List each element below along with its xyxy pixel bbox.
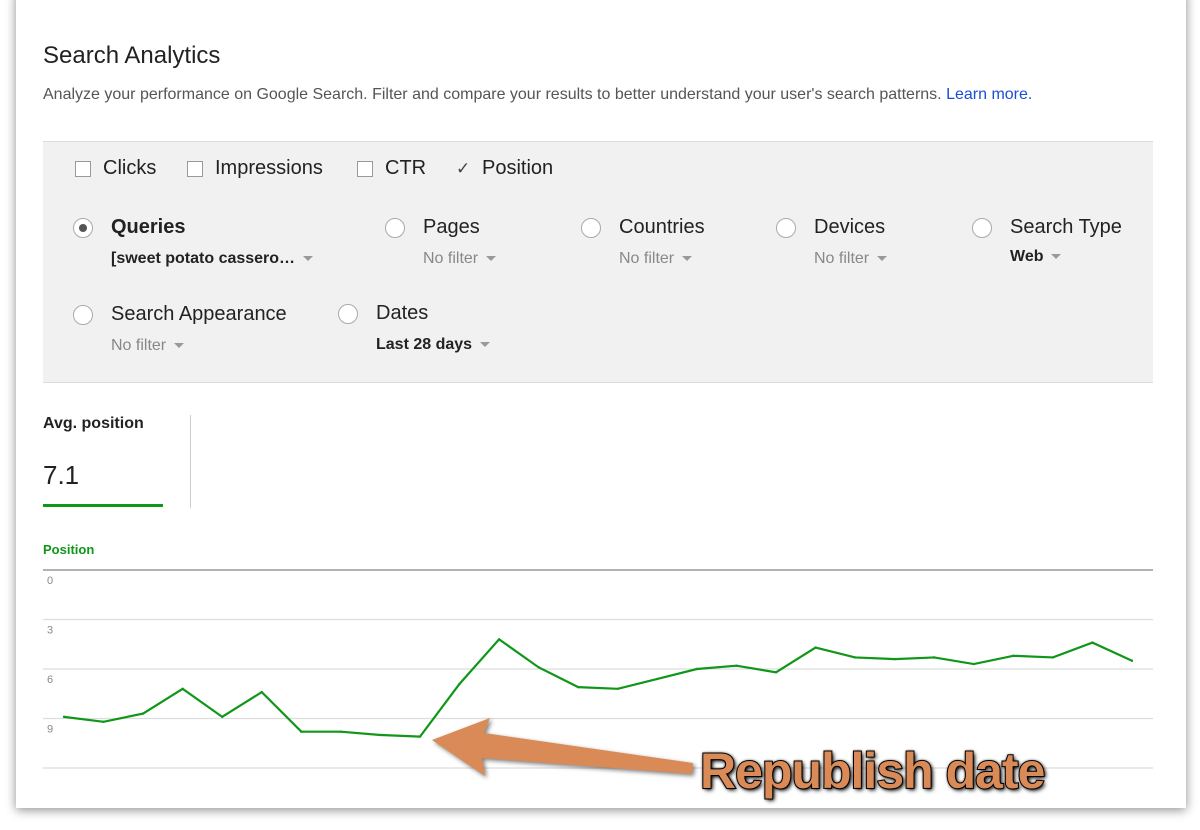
countries-dropdown[interactable]: No filter [619,250,693,268]
data-point [181,687,184,690]
data-point [735,664,738,667]
dates-value: Last 28 days [376,336,473,353]
caret-down-icon [480,342,491,348]
position-series-line [63,637,1133,738]
avg-position-label: Avg. position [43,415,144,432]
radio-icon[interactable] [338,304,358,324]
data-point [1130,659,1134,662]
search-type-value: Web [1010,248,1044,265]
countries-value: No filter [619,250,675,267]
data-point [221,715,224,719]
y-tick-label: 9 [47,724,53,736]
learn-more-link[interactable]: Learn more. [946,86,1033,103]
annotation-label: Republish date [699,742,1046,800]
radio-icon[interactable] [581,218,601,238]
caret-down-icon [877,256,888,262]
data-point [933,656,936,659]
dates-dropdown[interactable]: Last 28 days [376,336,491,354]
caret-down-icon [303,256,314,262]
data-point [577,685,580,689]
radio-icon[interactable] [385,218,405,238]
radio-icon[interactable] [73,218,93,238]
ctr-checkbox[interactable]: CTR [357,157,426,180]
caret-down-icon [486,256,497,262]
data-point [656,677,659,681]
avg-position-value: 7.1 [43,460,80,490]
devices-value: No filter [814,250,870,267]
data-point [300,730,303,733]
data-point [893,657,896,661]
pages-label: Pages [423,216,480,238]
search-appearance-dropdown[interactable]: No filter [111,337,185,355]
page-title: Search Analytics [43,42,221,69]
devices-label: Devices [814,216,886,238]
summary-divider [190,415,191,508]
clicks-checkbox[interactable]: Clicks [75,157,156,180]
data-point [458,682,461,686]
series-label: Position [43,542,95,557]
description-text: Analyze your performance on Google Searc… [43,86,942,103]
data-point [616,687,619,690]
radio-icon[interactable] [776,218,796,238]
position-label: Position [482,157,554,179]
data-point [141,712,145,715]
search-appearance-label: Search Appearance [111,303,287,325]
devices-dropdown[interactable]: No filter [814,250,888,268]
data-point [814,646,817,649]
data-point [497,638,501,641]
data-point [260,690,263,694]
radio-icon[interactable] [972,218,992,238]
data-point [339,730,343,733]
checkbox-icon [357,160,373,177]
queries-value: [sweet potato cassero… [111,250,296,267]
search-type-dropdown[interactable]: Web [1010,248,1062,266]
annotation-arrow-icon [432,718,693,776]
checkmark-icon: ✓ [456,158,471,178]
search-analytics-card [16,0,1186,808]
ctr-label: CTR [385,157,427,179]
pages-dropdown[interactable]: No filter [423,250,497,268]
countries-label: Countries [619,216,705,238]
clicks-label: Clicks [103,157,157,179]
position-checkbox[interactable]: ✓ Position [456,157,553,180]
search-type-label: Search Type [1010,216,1122,238]
data-point [1091,641,1094,644]
data-point [379,733,382,737]
queries-label: Queries [111,216,186,238]
page-description: Analyze your performance on Google Searc… [43,86,1032,104]
data-point [1051,656,1055,659]
y-tick-label: 6 [47,674,53,686]
data-point [853,656,857,659]
data-point [972,662,975,666]
data-point [695,667,699,671]
queries-dropdown[interactable]: [sweet potato cassero… [111,250,314,268]
pages-value: No filter [423,250,479,267]
caret-down-icon [174,343,185,349]
y-tick-label: 3 [47,625,53,637]
data-point [62,715,66,719]
checkbox-icon [75,160,91,177]
y-tick-label: 0 [47,575,53,587]
data-point [774,671,778,674]
radio-icon[interactable] [73,305,93,325]
dates-label: Dates [376,302,429,324]
checkbox-icon [187,160,203,177]
impressions-label: Impressions [215,157,323,179]
data-point [418,735,422,738]
impressions-checkbox[interactable]: Impressions [187,157,323,180]
caret-down-icon [682,256,693,262]
data-point [1012,654,1015,657]
data-point [102,720,105,723]
data-point [537,666,540,669]
avg-position-indicator [43,504,163,507]
caret-down-icon [1051,254,1062,260]
filters-panel: Queries [sweet potato cassero… Pages No fi… [43,194,1153,383]
search-appearance-value: No filter [111,337,167,354]
